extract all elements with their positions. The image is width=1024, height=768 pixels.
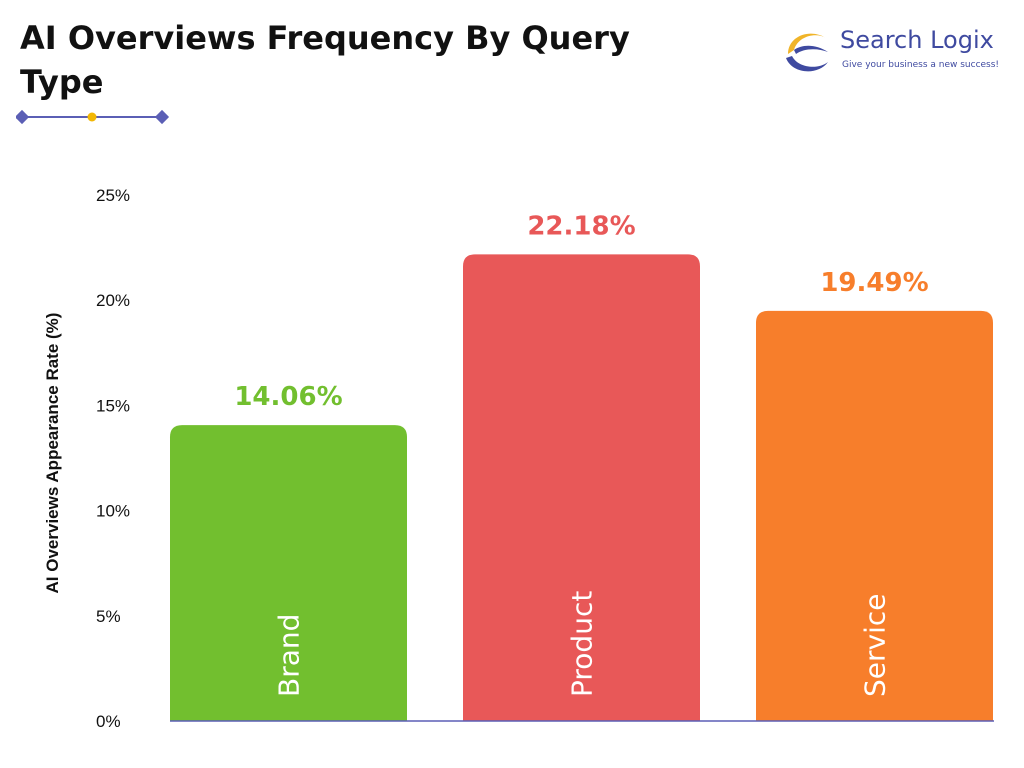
category-label-service: Service — [859, 594, 892, 697]
logo-tagline: Give your business a new success! — [842, 60, 1000, 70]
bar-product — [463, 254, 700, 721]
y-tick-label: 20% — [96, 291, 130, 310]
y-tick-label: 5% — [96, 607, 121, 626]
bar-brand — [170, 425, 407, 721]
y-tick-label: 15% — [96, 396, 130, 415]
y-tick-label: 25% — [96, 186, 130, 205]
category-label-brand: Brand — [273, 614, 306, 697]
category-label-product: Product — [566, 591, 599, 697]
bar-service — [756, 310, 993, 721]
data-label-service: 19.49% — [820, 268, 928, 298]
y-axis-label: AI Overviews Appearance Rate (%) — [43, 313, 62, 594]
chart-title: AI Overviews Frequency By Query Type — [20, 19, 630, 101]
logo-name: Search Logix — [840, 26, 994, 54]
brand-logo: Search Logix Give your business a new su… — [782, 22, 1012, 78]
title-divider-decoration — [16, 109, 170, 125]
data-label-product: 22.18% — [527, 211, 635, 241]
data-label-brand: 14.06% — [234, 382, 342, 412]
y-tick-label: 0% — [96, 712, 121, 731]
y-tick-label: 10% — [96, 502, 130, 521]
logo-swoosh-icon — [786, 33, 828, 72]
